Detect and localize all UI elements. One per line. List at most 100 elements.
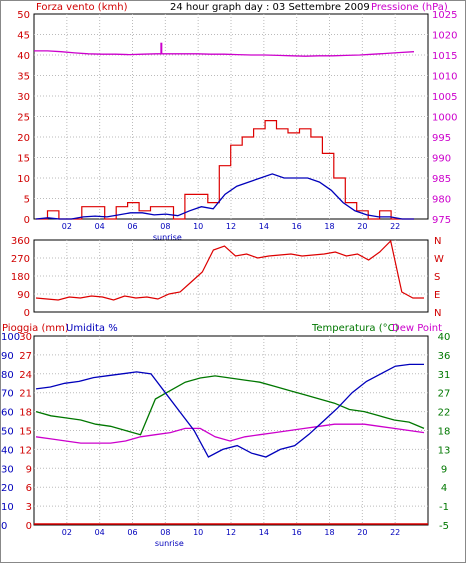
x-tick-label: 16: [292, 222, 302, 231]
rain-tick-label: 12: [19, 445, 32, 456]
rain-tick-label: 21: [19, 389, 32, 400]
rain-tick-label: 3: [26, 502, 32, 513]
wind-tick-label: 50: [17, 10, 30, 21]
humidity-line: [35, 363, 424, 458]
dewpoint-line: [35, 423, 425, 444]
x-tick-label: 08: [160, 222, 170, 231]
humidity-tick-label: 50: [1, 427, 14, 438]
temperature-line: [35, 375, 425, 436]
rain-tick-label: 9: [26, 464, 32, 475]
pressure-tick-label: 1010: [432, 72, 457, 83]
pressure-tick-label: 1015: [432, 51, 457, 62]
wind-tick-label: 5: [24, 195, 30, 206]
wind-axis-title: Forza vento (kmh): [36, 2, 128, 13]
wind-tick-label: 10: [17, 174, 30, 185]
pressure-tick-label: 1005: [432, 92, 457, 103]
x-tick-label: 18: [324, 528, 334, 537]
humidity-axis-title: Umidita %: [66, 323, 118, 334]
x-tick-label: 06: [127, 222, 137, 231]
humidity-tick-label: 40: [1, 445, 14, 456]
temperature-tick-label: 36: [438, 351, 451, 362]
compass-label: W: [434, 254, 444, 265]
x-tick-label: 20: [357, 528, 367, 537]
rain-tick-label: 24: [19, 370, 32, 381]
x-tick-label: 22: [390, 528, 400, 537]
compass-label: S: [434, 272, 440, 283]
pressure-tick-label: 1025: [432, 10, 457, 21]
pressure-tick-label: 975: [432, 215, 451, 226]
x-tick-label: 02: [62, 222, 72, 231]
x-tick-label: 22: [390, 222, 400, 231]
temperature-tick-label: 18: [438, 427, 451, 438]
sunrise-label: sunrise: [153, 233, 182, 242]
compass-label: E: [434, 290, 440, 301]
x-tick-label: 10: [193, 528, 203, 537]
x-tick-label: 18: [324, 222, 334, 231]
pressure-tick-label: 1000: [432, 113, 457, 124]
temperature-tick-label: 4: [441, 483, 447, 494]
x-tick-label: 14: [259, 528, 269, 537]
x-tick-label: 12: [226, 222, 236, 231]
x-tick-label: 12: [226, 528, 236, 537]
x-tick-label: 06: [127, 528, 137, 537]
compass-label: N: [434, 236, 441, 247]
rain-tick-label: 30: [19, 332, 32, 343]
temperature-tick-label: 40: [438, 332, 451, 343]
pressure-tick-label: 980: [432, 195, 451, 206]
wind-tick-label: 20: [17, 133, 30, 144]
temperature-tick-label: 27: [438, 389, 451, 400]
plot-area: [33, 335, 429, 526]
wind-tick-label: 25: [17, 113, 30, 124]
x-tick-label: 10: [193, 222, 203, 231]
x-tick-label: 02: [62, 528, 72, 537]
humidity-tick-label: 60: [1, 408, 14, 419]
wind-direction-line: [35, 239, 424, 301]
rain-tick-label: 6: [26, 483, 32, 494]
humidity-tick-label: 30: [1, 464, 14, 475]
temperature-tick-label: 13: [438, 445, 451, 456]
direction-degree-label: 180: [11, 272, 30, 283]
wind-tick-label: 45: [17, 31, 30, 42]
direction-degree-label: 0: [24, 308, 30, 319]
direction-degree-label: 90: [17, 290, 30, 301]
pressure-tick-label: 995: [432, 133, 451, 144]
wind-tick-label: 35: [17, 72, 30, 83]
rain-tick-label: 18: [19, 408, 32, 419]
wind-tick-label: 15: [17, 154, 30, 165]
temperature-tick-label: 22: [438, 408, 451, 419]
temperature-tick-label: -5: [439, 521, 449, 532]
temperature-tick-label: -1: [439, 502, 449, 513]
direction-degree-label: 270: [11, 254, 30, 265]
x-tick-label: 16: [292, 528, 302, 537]
temperature-axis-title: Temperatura (°C): [311, 323, 399, 334]
temperature-tick-label: 9: [441, 464, 447, 475]
wind-tick-label: 30: [17, 92, 30, 103]
x-tick-label: 04: [95, 222, 105, 231]
wind-gust-line: [36, 119, 414, 220]
rain-tick-label: 27: [19, 351, 32, 362]
wind-tick-label: 0: [24, 215, 30, 226]
x-tick-label: 08: [160, 528, 170, 537]
pressure-line: [34, 50, 415, 57]
pressure-tick-label: 990: [432, 154, 451, 165]
humidity-tick-label: 20: [1, 483, 14, 494]
temperature-tick-label: 31: [438, 370, 451, 381]
direction-degree-label: 360: [11, 236, 30, 247]
x-tick-label: 20: [357, 222, 367, 231]
pressure-axis-title: Pressione (hPa): [371, 2, 448, 13]
rain-tick-label: 15: [19, 427, 32, 438]
rain-tick-label: 0: [26, 521, 32, 532]
pressure-tick-label: 1020: [432, 31, 457, 42]
x-tick-label: 04: [95, 528, 105, 537]
pressure-tick-label: 985: [432, 174, 451, 185]
x-tick-label: 14: [259, 222, 269, 231]
humidity-tick-label: 0: [1, 521, 7, 532]
wind-average-line: [35, 173, 414, 220]
rain-axis-title: Pioggia (mm): [2, 323, 69, 334]
humidity-tick-label: 100: [1, 332, 20, 343]
wind-tick-label: 40: [17, 51, 30, 62]
chart-title: 24 hour graph day : 03 Settembre 2009: [170, 2, 370, 13]
compass-label: N: [434, 308, 441, 319]
humidity-tick-label: 70: [1, 389, 14, 400]
